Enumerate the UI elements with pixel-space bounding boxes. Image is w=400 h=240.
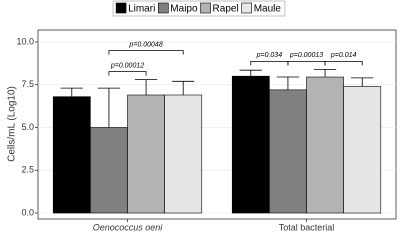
chart: Cells/mL (Log10) Limari Maipo Rapel Maule 0… [7, 0, 397, 231]
bar [343, 86, 382, 214]
bar [164, 94, 203, 214]
legend-swatch [115, 2, 127, 14]
y-axis-label: Cells/mL (Log10) [7, 86, 18, 162]
legend-box [112, 0, 286, 17]
p-value: p=0.00013 [289, 52, 323, 59]
bar [269, 89, 307, 214]
p-value: p=0.014 [330, 52, 357, 59]
bar [231, 75, 270, 214]
legend-label: Rapel [213, 4, 239, 15]
p-value: p=0.00012 [110, 62, 144, 69]
y-tick-label: 5.0 [21, 122, 34, 132]
bracket [324, 60, 363, 66]
y-tick-label: 0.0 [21, 207, 34, 217]
legend-swatch [200, 2, 211, 14]
p-value: p=0.034 [256, 52, 283, 59]
bracket [108, 50, 184, 55]
legend: Limari Maipo Rapel Maule [112, 0, 286, 17]
legend-swatch [241, 2, 252, 14]
x-tick-label: Total bacterial [279, 222, 335, 231]
legend-label: Limari [128, 4, 155, 15]
p-value: p=0.00048 [128, 41, 162, 48]
bar [90, 127, 128, 214]
bracket [108, 71, 147, 76]
y-tick-label: 10.0 [16, 36, 34, 46]
legend-label: Maule [254, 4, 282, 15]
x-tick-label: Oenococcus oeni [93, 222, 164, 231]
bar [52, 96, 91, 214]
bar [306, 76, 344, 214]
y-tick-label: 7.5 [21, 79, 34, 89]
bar [127, 94, 165, 214]
legend-label: Maipo [170, 4, 198, 15]
y-tick-label: 2.5 [21, 165, 34, 175]
legend-swatch [157, 2, 169, 14]
